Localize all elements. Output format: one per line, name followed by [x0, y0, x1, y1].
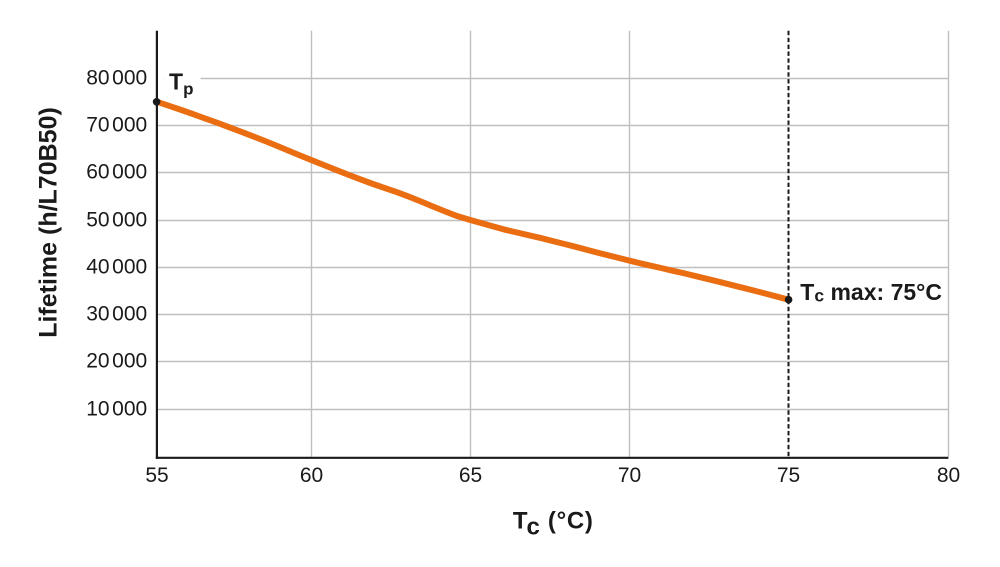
svg-text:60: 60 — [300, 464, 323, 487]
svg-text:65: 65 — [459, 464, 482, 487]
svg-text:80: 80 — [937, 464, 960, 487]
svg-text:55: 55 — [145, 464, 168, 487]
svg-text:Lifetime (h/L70B50): Lifetime (h/L70B50) — [35, 107, 63, 338]
svg-text:75: 75 — [777, 464, 800, 487]
svg-text:70: 70 — [618, 464, 641, 487]
svg-text:Tc max: 75°C: Tc max: 75°C — [800, 279, 942, 306]
